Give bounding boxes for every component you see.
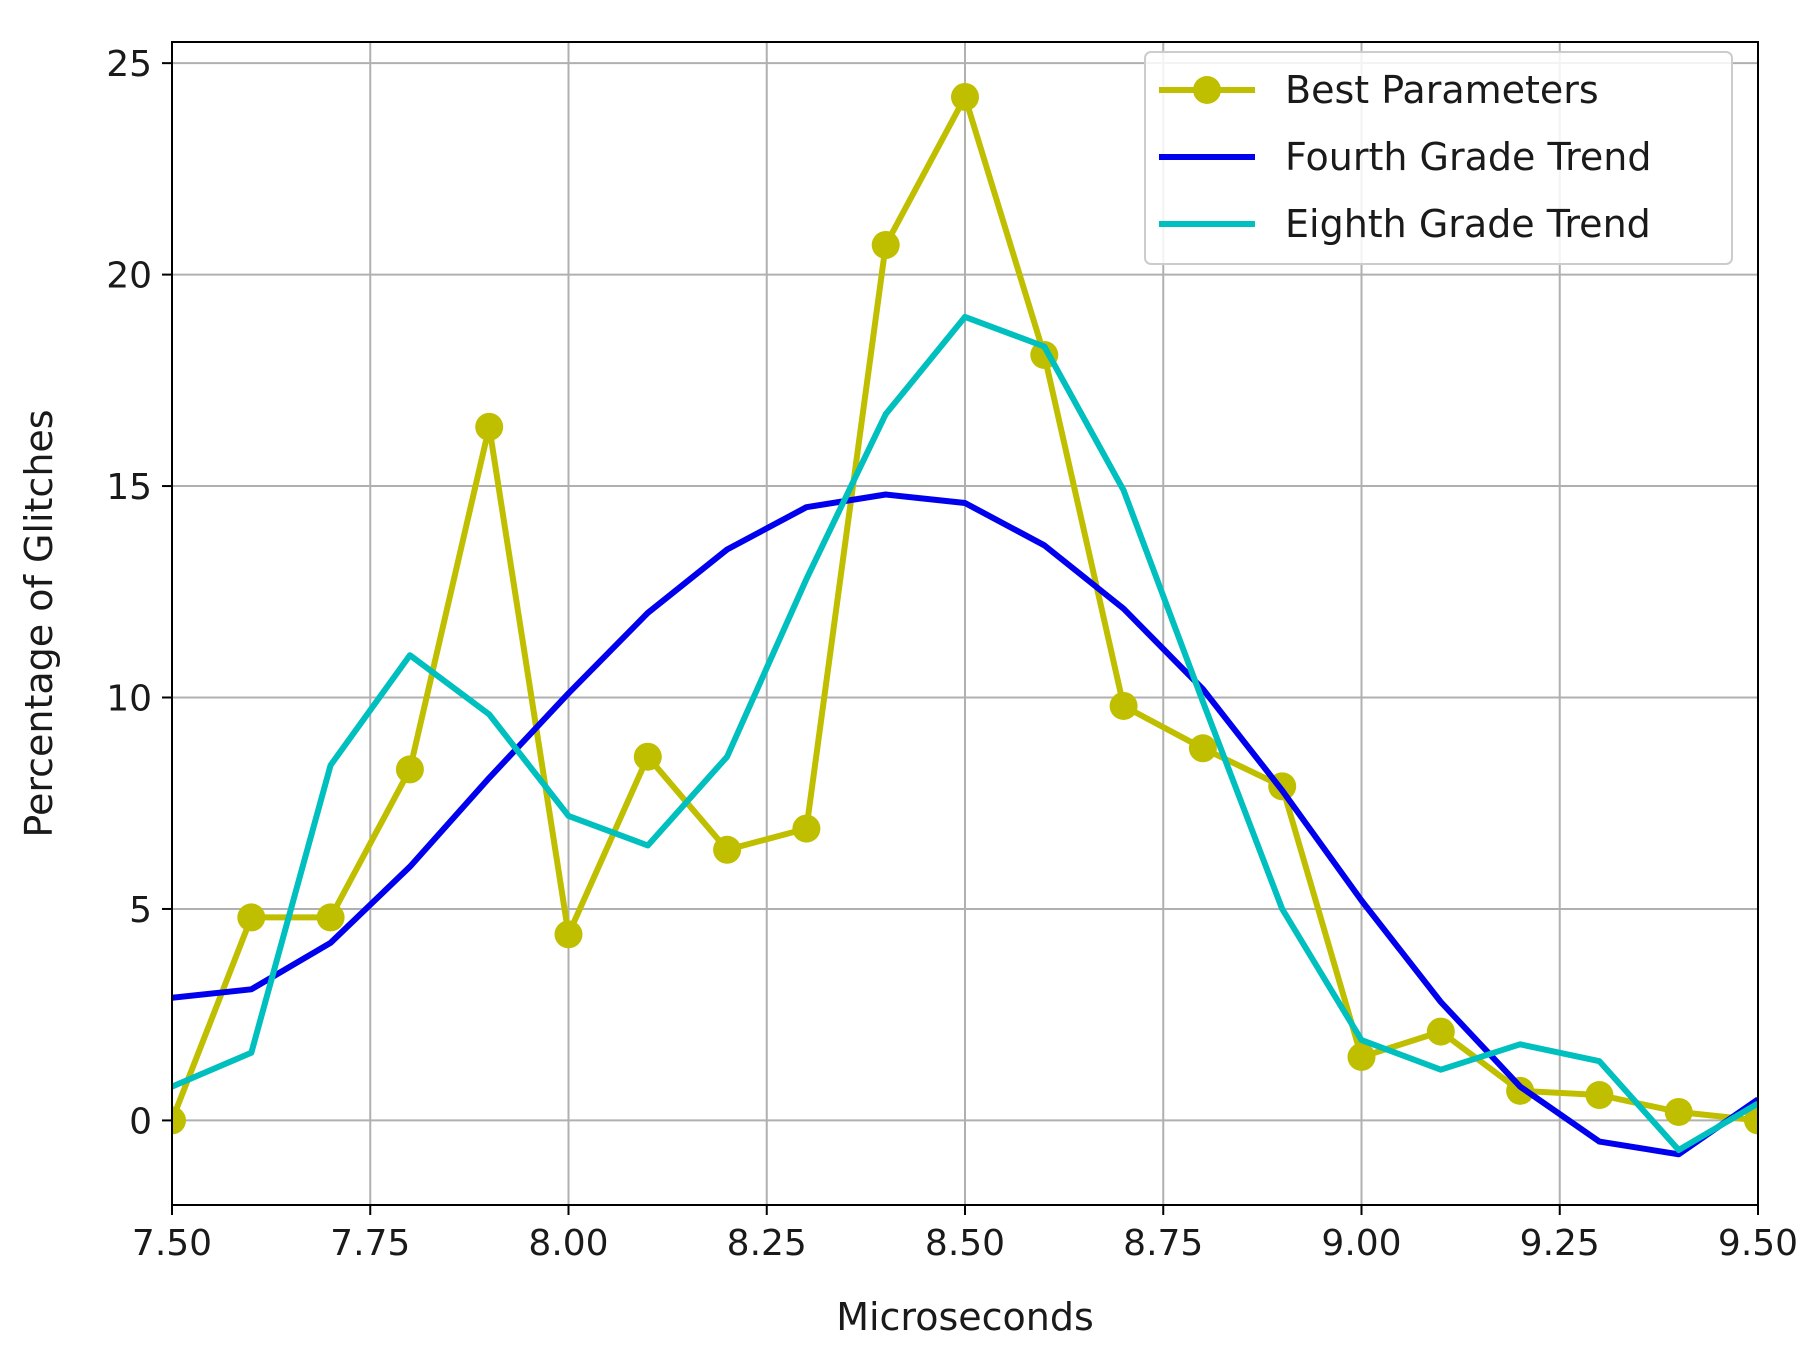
legend-box (1144, 51, 1733, 265)
legend-marker (1193, 76, 1221, 104)
y-tick-label: 5 (129, 890, 152, 931)
data-point (395, 755, 424, 784)
data-point (871, 230, 900, 259)
x-tick-label: 9.25 (1520, 1223, 1600, 1264)
legend: Best Parameters Fourth Grade Trend Eighth … (1144, 51, 1733, 265)
data-point (951, 82, 979, 111)
legend-entry: Eighth Grade Trend (1285, 202, 1651, 246)
series-line (172, 313, 1758, 1153)
x-tick-label: 7.75 (330, 1223, 410, 1264)
data-point (792, 814, 821, 843)
y-tick-label: 20 (106, 256, 152, 297)
x-tick-label: 7.50 (132, 1223, 212, 1264)
series-layer (172, 82, 1758, 1158)
data-point (172, 1106, 186, 1135)
data-point (1664, 1097, 1693, 1126)
y-tick-label: 25 (106, 44, 152, 85)
data-point (316, 903, 345, 932)
x-tick-label: 8.75 (1123, 1223, 1203, 1264)
series-1 (172, 491, 1758, 1158)
x-tick-label: 9.00 (1321, 1223, 1401, 1264)
data-point (1347, 1042, 1376, 1071)
data-point (1585, 1081, 1614, 1110)
data-point (1744, 1106, 1758, 1135)
data-point (1506, 1076, 1535, 1105)
y-axis-label: Percentage of Glitches (17, 409, 61, 837)
x-axis-label: Microseconds (836, 1295, 1094, 1339)
data-point (633, 742, 662, 771)
y-tick-label: 15 (106, 467, 152, 508)
y-tick-label: 0 (129, 1101, 152, 1142)
data-point (713, 835, 742, 864)
data-point (1426, 1017, 1455, 1046)
axis-ticks: 7.50 7.75 8.00 8.25 8.50 8.75 9.00 9.25 9.50 0 5 10… (106, 44, 1798, 1264)
legend-entry: Fourth Grade Trend (1285, 135, 1651, 179)
data-point (1188, 734, 1217, 763)
x-tick-label: 8.50 (925, 1223, 1005, 1264)
x-tick-label: 9.50 (1718, 1223, 1798, 1264)
x-tick-label: 8.00 (528, 1223, 608, 1264)
data-point (237, 903, 266, 932)
data-point (475, 412, 504, 441)
data-point (554, 920, 583, 949)
series-line (172, 491, 1758, 1158)
legend-entry: Best Parameters (1285, 68, 1599, 112)
series-2 (172, 313, 1758, 1153)
data-point (1109, 691, 1138, 720)
y-tick-label: 10 (106, 679, 152, 720)
x-tick-label: 8.25 (727, 1223, 807, 1264)
